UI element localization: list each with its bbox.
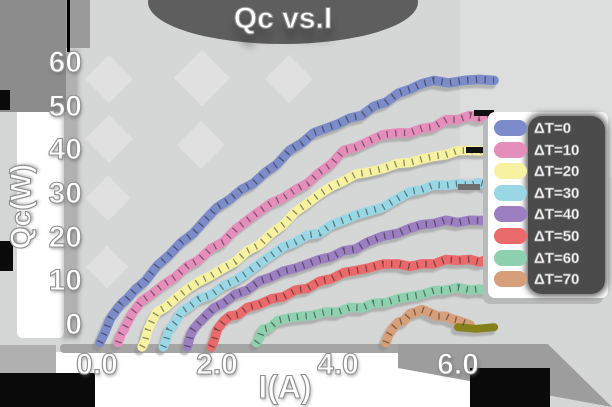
top-left-dark-block [66,0,90,48]
legend-label: ΔT=40 [534,206,580,224]
series-line-0 [95,74,499,348]
legend-item: ΔT=30 [488,183,608,204]
olive-tail [454,323,499,333]
bottom-left-black-block [0,373,95,407]
left-edge-black-mark [0,241,13,271]
x-axis-label: I(A) [258,368,312,405]
legend-item: ΔT=20 [488,161,608,182]
xaxis-shadow-strip [60,344,470,353]
legend-swatch [494,184,527,201]
legend-swatch [494,249,527,266]
legend-label: ΔT=60 [534,249,580,267]
series-line-4 [182,215,493,352]
legend-item: ΔT=60 [488,248,608,269]
legend-item: ΔT=70 [488,269,608,290]
legend-swatch [494,206,527,223]
legend-item: ΔT=0 [488,118,608,139]
legend-swatch [494,163,527,180]
bottom-left-gray [0,345,56,373]
y-axis-label: Qc(W) [5,163,38,250]
legend-label: ΔT=20 [534,163,580,181]
legend-label: ΔT=50 [534,228,580,246]
left-edge-black-mark [0,90,10,110]
top-left-black-line [67,0,70,52]
legend-item: ΔT=50 [488,226,608,247]
series-line-5 [206,254,493,352]
series-line-7 [381,304,475,348]
curve-end-cap [474,110,494,116]
legend-swatch [494,228,527,244]
legend-label: ΔT=10 [534,141,580,159]
legend-swatch [494,120,527,136]
legend-label: ΔT=0 [534,120,572,138]
ytick-shadow-strip [64,52,77,338]
top-left-dark-block [0,0,66,112]
legend: ΔT=0 ΔT=10 ΔT=20 ΔT=30 ΔT=40 ΔT=50 ΔT=60 ΔT=70 [488,112,608,298]
series-line-2 [137,145,493,352]
series-marker-ticks-7 [382,306,472,344]
series-marker-ticks-1 [114,112,489,344]
legend-label: ΔT=70 [534,271,580,289]
legend-item: ΔT=40 [488,204,608,225]
series-line-6 [251,282,493,348]
series-line-1 [113,110,493,348]
curve-end-cap [466,147,490,153]
series-marker-ticks-2 [139,147,489,349]
curve-end-cap [458,184,480,190]
chart-title: Qc vs.I [233,1,333,35]
series-line-3 [158,177,493,352]
series-marker-ticks-4 [184,216,489,348]
legend-label: ΔT=30 [534,184,580,202]
legend-swatch [494,141,527,158]
series-marker-ticks-6 [253,284,489,345]
legend-swatch [494,271,527,288]
bottom-right-black-block [470,368,550,407]
legend-item: ΔT=10 [488,140,608,161]
legend-panel [528,116,605,294]
